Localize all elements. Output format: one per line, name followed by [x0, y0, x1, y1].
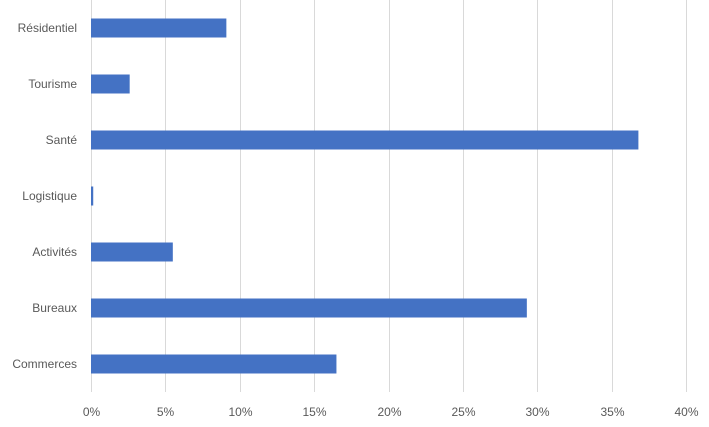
category-label: Santé	[46, 133, 78, 147]
category-label: Commerces	[12, 357, 77, 371]
x-tick-label: 20%	[377, 405, 401, 419]
bar-résidentiel	[91, 18, 227, 38]
bar-santé	[91, 130, 639, 150]
bars	[91, 18, 639, 374]
bar-commerces	[91, 354, 337, 374]
x-tick-label: 10%	[228, 405, 252, 419]
category-label: Activités	[32, 245, 77, 259]
category-label: Bureaux	[32, 301, 77, 315]
bar-logistique	[91, 186, 94, 206]
x-tick-label: 40%	[674, 405, 698, 419]
x-tick-label: 5%	[157, 405, 175, 419]
bar-tourisme	[91, 74, 130, 94]
x-tick-label: 25%	[451, 405, 475, 419]
category-label: Logistique	[22, 189, 77, 203]
bar-bureaux	[91, 298, 527, 318]
category-label: Tourisme	[28, 77, 77, 91]
tick-labels: 0% 5% 10% 15% 20% 25% 30% 35% 40%	[83, 405, 699, 419]
bar-activités	[91, 242, 173, 262]
x-tick-label: 15%	[302, 405, 326, 419]
x-tick-label: 0%	[83, 405, 101, 419]
category-label: Résidentiel	[18, 21, 77, 35]
x-tick-label: 30%	[525, 405, 549, 419]
x-tick-label: 35%	[600, 405, 624, 419]
category-labels: Résidentiel Tourisme Santé Logistique Activi…	[12, 21, 77, 371]
gridlines	[91, 0, 687, 392]
